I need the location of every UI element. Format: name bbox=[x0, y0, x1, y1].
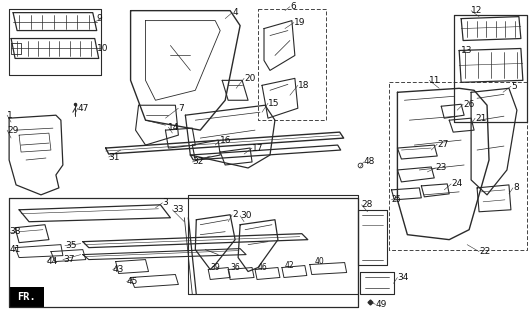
Text: 32: 32 bbox=[192, 157, 204, 166]
Text: 3: 3 bbox=[163, 198, 168, 207]
Text: 41: 41 bbox=[9, 245, 21, 254]
Text: 42: 42 bbox=[285, 261, 295, 270]
Text: 27: 27 bbox=[437, 140, 448, 148]
Text: 16: 16 bbox=[220, 136, 232, 145]
Text: 40: 40 bbox=[315, 257, 324, 266]
Text: 6: 6 bbox=[290, 2, 296, 11]
Text: 23: 23 bbox=[435, 164, 447, 172]
Text: 35: 35 bbox=[65, 241, 76, 250]
Text: 36: 36 bbox=[230, 263, 240, 272]
Text: 8: 8 bbox=[513, 183, 519, 192]
Text: 18: 18 bbox=[298, 81, 310, 90]
Text: 39: 39 bbox=[210, 263, 220, 272]
Text: 24: 24 bbox=[451, 180, 463, 188]
Text: 9: 9 bbox=[97, 14, 102, 23]
Text: 28: 28 bbox=[361, 200, 373, 209]
Text: 45: 45 bbox=[127, 277, 138, 286]
Text: 30: 30 bbox=[240, 211, 252, 220]
Text: 29: 29 bbox=[7, 126, 19, 135]
Text: 49: 49 bbox=[376, 300, 387, 309]
Text: 1: 1 bbox=[7, 111, 13, 120]
Text: 15: 15 bbox=[268, 99, 279, 108]
Text: 37: 37 bbox=[63, 255, 74, 264]
Text: FR.: FR. bbox=[17, 292, 36, 302]
FancyBboxPatch shape bbox=[9, 287, 44, 307]
Text: 33: 33 bbox=[172, 205, 184, 214]
Text: 31: 31 bbox=[109, 153, 120, 162]
Text: 38: 38 bbox=[9, 227, 21, 236]
Text: 48: 48 bbox=[364, 157, 375, 166]
Text: 26: 26 bbox=[463, 100, 474, 109]
Text: 10: 10 bbox=[97, 44, 108, 53]
Text: 22: 22 bbox=[479, 247, 490, 256]
Text: 17: 17 bbox=[252, 144, 263, 153]
Text: 4: 4 bbox=[232, 8, 238, 17]
Text: 43: 43 bbox=[113, 265, 124, 274]
Text: 21: 21 bbox=[475, 114, 487, 123]
Text: 7: 7 bbox=[179, 104, 184, 113]
Text: 44: 44 bbox=[47, 257, 58, 266]
Text: 19: 19 bbox=[294, 18, 305, 27]
Text: 12: 12 bbox=[471, 6, 482, 15]
Text: 11: 11 bbox=[429, 76, 441, 85]
Text: 14: 14 bbox=[169, 123, 180, 132]
Text: 2: 2 bbox=[232, 210, 238, 219]
Text: 20: 20 bbox=[244, 74, 255, 83]
Text: 13: 13 bbox=[461, 46, 473, 55]
Text: 25: 25 bbox=[392, 195, 401, 204]
Text: 47: 47 bbox=[78, 104, 89, 113]
Text: 5: 5 bbox=[511, 82, 517, 91]
Text: 34: 34 bbox=[398, 273, 409, 282]
Text: 46: 46 bbox=[258, 263, 268, 272]
